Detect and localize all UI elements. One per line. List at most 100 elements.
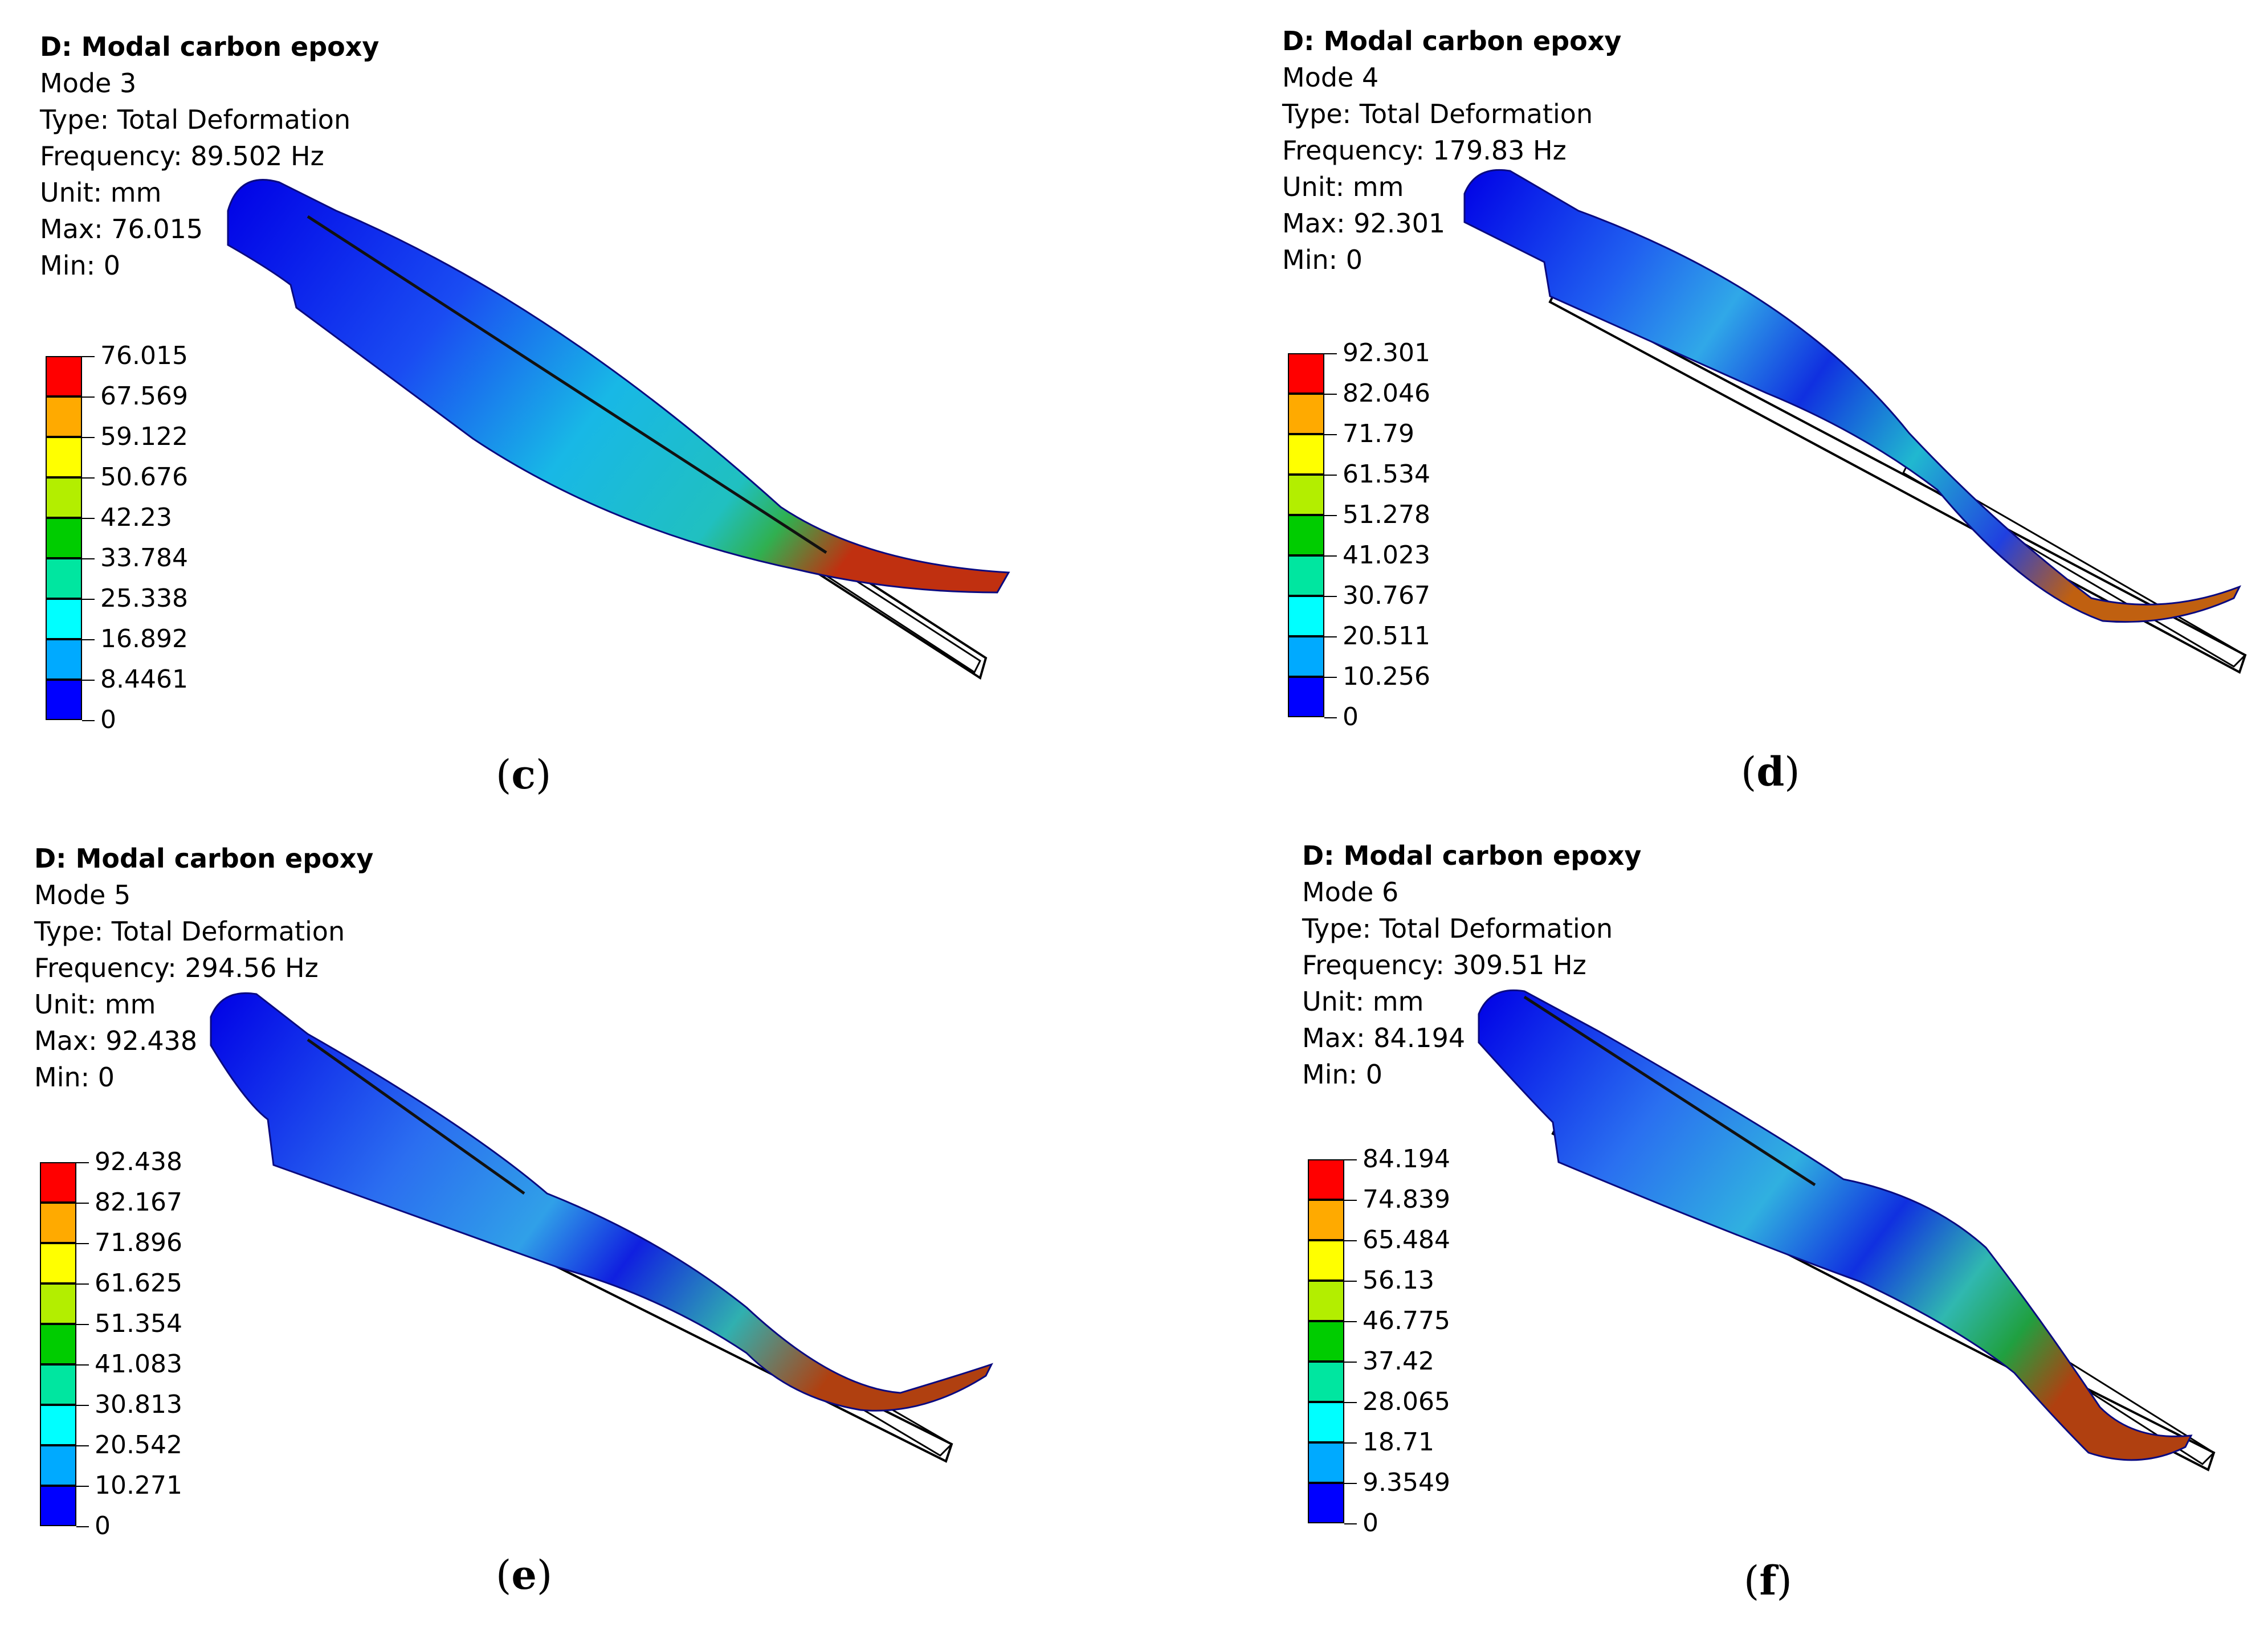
legend-tick <box>1324 677 1337 678</box>
legend-value: 92.301 <box>1343 338 1430 367</box>
legend-value: 76.015 <box>100 341 188 370</box>
frequency-label: Frequency: 309.51 Hz <box>1302 950 1586 980</box>
legend-tick <box>76 1364 89 1366</box>
mode-label: Mode 4 <box>1282 62 1379 93</box>
legend-tick <box>76 1243 89 1244</box>
legend-swatch <box>40 1364 76 1405</box>
panel-caption: (c) <box>496 751 552 798</box>
unit-label: Unit: mm <box>1302 986 1424 1017</box>
legend-tick <box>1324 353 1337 354</box>
legend-tick <box>82 599 95 600</box>
legend-tick <box>1344 1362 1357 1363</box>
result-title: D: Modal carbon epoxy <box>34 843 374 874</box>
legend-swatch <box>1288 475 1324 515</box>
max-label: Max: 92.301 <box>1282 208 1446 239</box>
legend-value: 71.79 <box>1343 419 1414 448</box>
legend-value: 59.122 <box>100 422 188 451</box>
legend-tick <box>1344 1483 1357 1484</box>
legend-swatch <box>46 396 82 437</box>
legend-value: 92.438 <box>95 1147 182 1176</box>
frequency-label: Frequency: 179.83 Hz <box>1282 135 1567 166</box>
legend-swatch <box>46 477 82 518</box>
legend-swatch <box>40 1445 76 1486</box>
legend-tick <box>82 558 95 559</box>
result-info: D: Modal carbon epoxy Mode 3 Type: Total… <box>40 28 379 284</box>
legend-value: 65.484 <box>1363 1225 1450 1254</box>
type-label: Type: Total Deformation <box>1302 913 1613 944</box>
mode-label: Mode 5 <box>34 880 131 910</box>
max-label: Max: 92.438 <box>34 1025 198 1056</box>
legend-value: 0 <box>100 705 116 734</box>
legend-tick <box>76 1162 89 1163</box>
legend-tick <box>1344 1523 1357 1524</box>
deformed-blade-mode5-icon <box>210 992 993 1463</box>
legend-tick <box>1324 394 1337 395</box>
legend-tick <box>1344 1281 1357 1282</box>
legend-swatch <box>1288 555 1324 596</box>
legend-value: 33.784 <box>100 543 188 573</box>
legend-value: 51.278 <box>1343 500 1430 529</box>
result-info: D: Modal carbon epoxy Mode 5 Type: Total… <box>34 840 373 1095</box>
legend-value: 41.083 <box>95 1350 182 1379</box>
legend-swatch <box>1288 434 1324 475</box>
legend-swatch <box>1308 1442 1344 1483</box>
legend-tick <box>76 1405 89 1406</box>
legend-value: 18.71 <box>1363 1428 1434 1457</box>
max-label: Max: 84.194 <box>1302 1023 1466 1053</box>
unit-label: Unit: mm <box>40 177 162 208</box>
legend-tick <box>1344 1442 1357 1444</box>
result-title: D: Modal carbon epoxy <box>1302 840 1642 871</box>
deformed-blade-mode4-icon <box>1463 169 2247 674</box>
legend-value: 82.046 <box>1343 379 1430 408</box>
panel-caption: (e) <box>496 1551 553 1599</box>
legend-swatch <box>1308 1281 1344 1321</box>
deformed-blade-mode3-icon <box>227 179 1010 680</box>
panel-mode-3: D: Modal carbon epoxy Mode 3 Type: Total… <box>40 28 1123 815</box>
legend-swatch <box>40 1405 76 1445</box>
legend-tick <box>1344 1321 1357 1322</box>
legend-value: 67.569 <box>100 382 188 411</box>
legend-value: 16.892 <box>100 624 188 653</box>
legend-value: 0 <box>1343 702 1359 731</box>
legend-value: 0 <box>1363 1509 1378 1538</box>
legend-swatch <box>46 437 82 477</box>
legend-swatch <box>40 1486 76 1526</box>
legend-value: 51.354 <box>95 1309 182 1338</box>
legend-value: 61.625 <box>95 1269 182 1298</box>
legend-value: 9.3549 <box>1363 1468 1450 1497</box>
legend-value: 30.813 <box>95 1390 182 1419</box>
mode-label: Mode 3 <box>40 68 137 99</box>
legend-swatch <box>1288 596 1324 636</box>
legend-tick <box>82 639 95 640</box>
legend-tick <box>1324 717 1337 718</box>
legend-value: 71.896 <box>95 1228 182 1257</box>
legend-swatch <box>40 1243 76 1283</box>
panel-caption: (d) <box>1741 748 1800 795</box>
legend-swatch <box>46 639 82 680</box>
result-info: D: Modal carbon epoxy Mode 4 Type: Total… <box>1282 23 1621 278</box>
legend-tick <box>1324 475 1337 476</box>
legend-swatch <box>40 1162 76 1203</box>
legend-value: 56.13 <box>1363 1266 1434 1295</box>
legend-swatch <box>1288 636 1324 677</box>
undeformed-outline <box>1548 289 2247 674</box>
legend-swatch <box>40 1283 76 1324</box>
legend-swatch <box>1308 1362 1344 1402</box>
legend-swatch <box>46 518 82 558</box>
unit-label: Unit: mm <box>1282 171 1404 202</box>
legend-value: 74.839 <box>1363 1185 1450 1214</box>
legend-swatch <box>1308 1321 1344 1362</box>
legend-tick <box>1344 1240 1357 1241</box>
legend-value: 84.194 <box>1363 1144 1450 1174</box>
legend-swatch <box>40 1203 76 1243</box>
legend-swatch <box>46 680 82 720</box>
legend-tick <box>76 1324 89 1325</box>
legend-tick <box>76 1526 89 1527</box>
legend-swatch <box>46 558 82 599</box>
type-label: Type: Total Deformation <box>34 916 345 947</box>
legend-swatch <box>1288 353 1324 394</box>
mode-label: Mode 6 <box>1302 877 1399 907</box>
panel-caption: (f) <box>1744 1557 1792 1604</box>
panel-mode-5: D: Modal carbon epoxy Mode 5 Type: Total… <box>34 840 1117 1621</box>
legend-swatch <box>1308 1402 1344 1442</box>
